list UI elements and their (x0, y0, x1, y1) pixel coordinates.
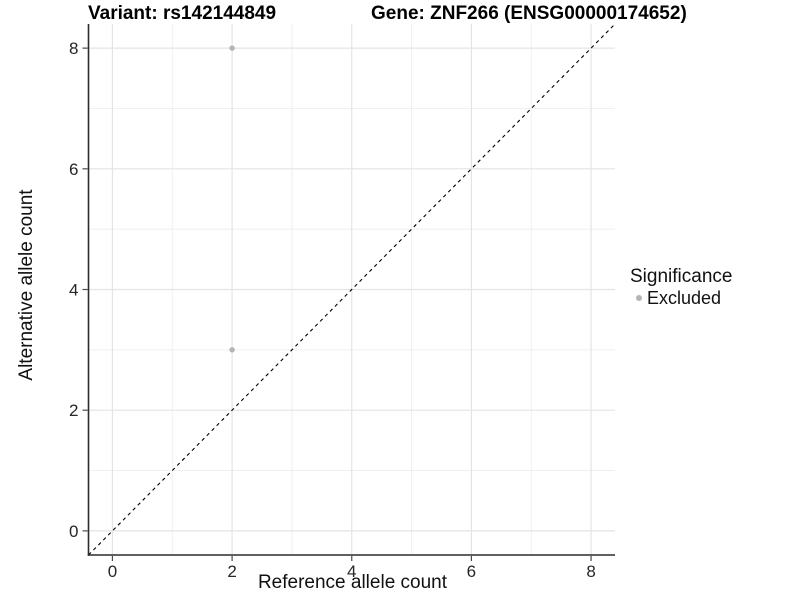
svg-text:2: 2 (227, 562, 236, 581)
svg-text:8: 8 (69, 39, 78, 58)
data-point (229, 45, 235, 51)
plot-title-variant: Variant: rs142144849 (88, 3, 277, 24)
svg-text:8: 8 (586, 562, 595, 581)
svg-text:6: 6 (467, 562, 476, 581)
plot-title-gene: Gene: ZNF266 (ENSG00000174652) (371, 3, 687, 24)
x-axis-title: Reference allele count (257, 572, 448, 593)
svg-text:4: 4 (347, 562, 356, 581)
data-points (229, 45, 235, 353)
svg-text:2: 2 (69, 401, 78, 420)
data-point (229, 347, 235, 353)
excluded-point-icon (636, 295, 642, 301)
svg-text:0: 0 (108, 562, 117, 581)
axis-ticks (82, 47, 592, 561)
legend: Significance Excluded (630, 266, 732, 308)
legend-item-label: Excluded (647, 288, 722, 308)
y-tick-labels: 0 2 4 6 8 (69, 39, 78, 541)
svg-text:6: 6 (69, 160, 78, 179)
svg-text:4: 4 (69, 281, 78, 300)
legend-item-excluded: Excluded (630, 288, 732, 308)
x-tick-labels: 0 2 4 6 8 (108, 562, 596, 581)
y-axis-title: Alternative allele count (16, 189, 37, 381)
identity-line (88, 23, 616, 556)
legend-title: Significance (630, 266, 733, 287)
svg-text:0: 0 (69, 522, 78, 541)
